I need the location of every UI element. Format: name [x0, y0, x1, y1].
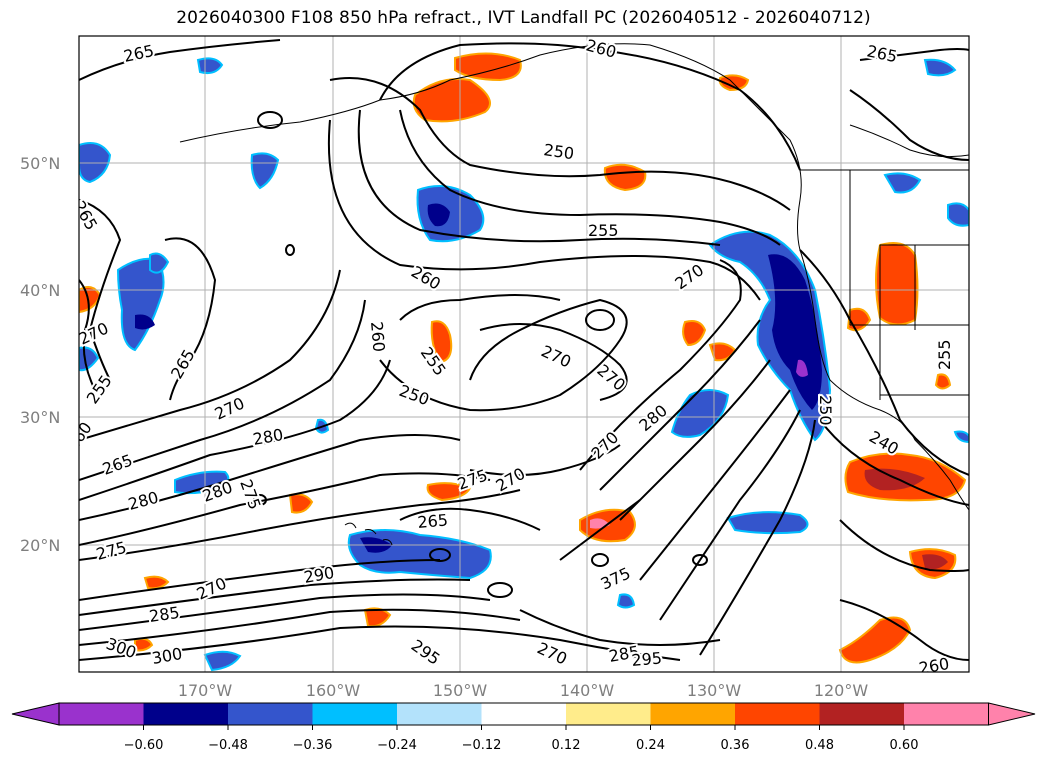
colorbar-tick-label: −0.60 — [124, 738, 164, 753]
colorbar: −0.60 −0.48 −0.36 −0.24 −0.12 0.12 0.24 … — [11, 702, 1036, 753]
svg-text:265: 265 — [417, 510, 449, 532]
svg-text:255: 255 — [588, 221, 619, 240]
colorbar-tick-label: 0.24 — [636, 738, 665, 753]
lat-label-20n: 20°N — [20, 536, 60, 555]
latitude-labels: 50°N 40°N 30°N 20°N — [20, 154, 60, 555]
svg-text:250: 250 — [816, 395, 835, 426]
svg-text:260: 260 — [917, 654, 950, 678]
page-title: 2026040300 F108 850 hPa refract., IVT La… — [176, 8, 871, 28]
colorbar-outline — [58, 702, 989, 726]
lon-label-130w: 130°W — [687, 681, 742, 700]
colorbar-segment — [481, 703, 566, 725]
colorbar-extend-high — [988, 702, 1036, 726]
colorbar-segment — [143, 703, 228, 725]
gridlines — [79, 36, 969, 672]
svg-text:255: 255 — [935, 339, 954, 370]
colorbar-tick-label: 0.36 — [721, 738, 750, 753]
colorbar-extend-low — [11, 702, 60, 726]
svg-text:295: 295 — [631, 648, 663, 670]
lat-label-30n: 30°N — [20, 408, 60, 427]
lat-label-50n: 50°N — [20, 154, 60, 173]
colorbar-segment — [59, 703, 144, 725]
colorbar-tick-label: −0.12 — [462, 738, 502, 753]
colorbar-tick-label: 0.60 — [890, 738, 919, 753]
map-frame — [78, 35, 970, 673]
svg-text:260: 260 — [367, 321, 389, 353]
lon-label-160w: 160°W — [306, 681, 361, 700]
lat-label-40n: 40°N — [20, 281, 60, 300]
anomaly-shading — [79, 52, 969, 672]
colorbar-tick-label: −0.36 — [293, 738, 333, 753]
longitude-labels: 170°W 160°W 150°W 140°W 130°W 120°W — [178, 681, 869, 700]
lon-label-150w: 150°W — [433, 681, 488, 700]
refractivity-contours — [79, 39, 969, 661]
lon-label-120w: 120°W — [814, 681, 869, 700]
lon-label-140w: 140°W — [560, 681, 615, 700]
colorbar-segment — [650, 703, 735, 725]
lon-label-170w: 170°W — [178, 681, 233, 700]
coastlines — [179, 43, 969, 546]
small-contours — [253, 111, 708, 598]
colorbar-segment — [397, 703, 482, 725]
svg-text:265: 265 — [122, 41, 156, 66]
colorbar-segment — [228, 703, 313, 725]
colorbar-segment — [735, 703, 820, 725]
colorbar-tick-label: 0.12 — [552, 738, 581, 753]
colorbar-tick-label: 0.48 — [805, 738, 834, 753]
colorbar-segment — [566, 703, 651, 725]
colorbar-tick-label: −0.48 — [208, 738, 248, 753]
colorbar-segment — [904, 703, 989, 725]
colorbar-segment — [819, 703, 904, 725]
colorbar-segment — [312, 703, 397, 725]
colorbar-ticks — [143, 725, 905, 730]
colorbar-tick-label: −0.24 — [377, 738, 417, 753]
